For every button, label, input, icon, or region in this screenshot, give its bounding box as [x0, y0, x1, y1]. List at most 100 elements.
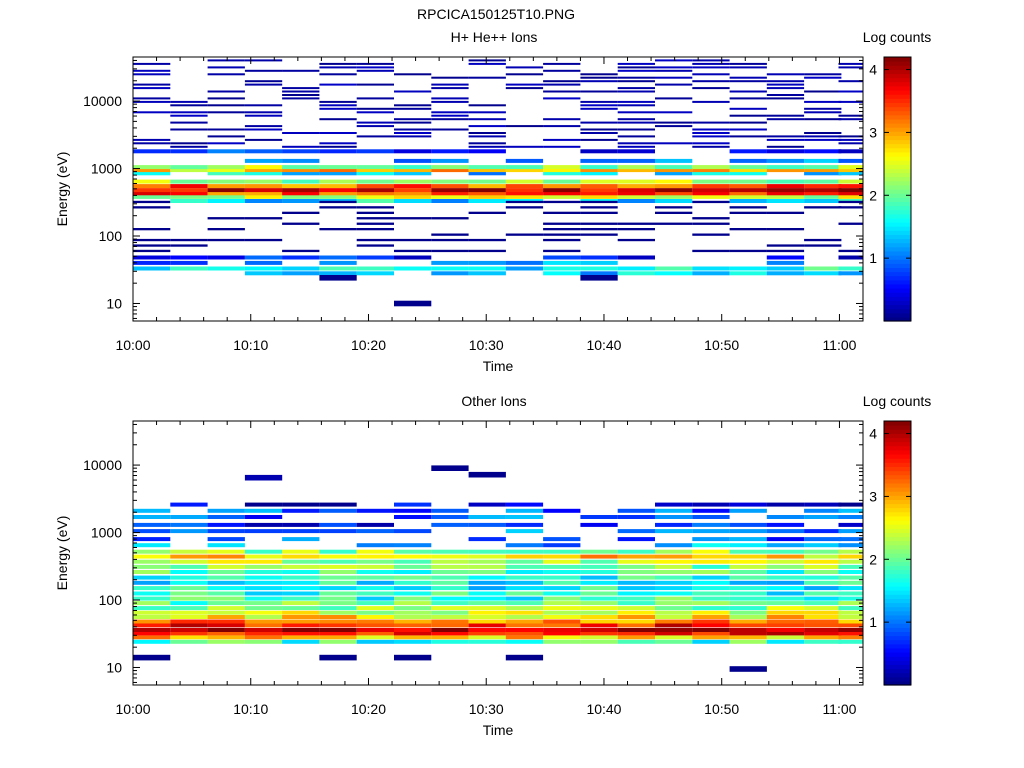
heatmap-cell — [692, 145, 730, 148]
x-tick-label: 10:40 — [586, 701, 621, 717]
heatmap-cell — [692, 132, 730, 134]
heatmap-cell — [170, 184, 208, 189]
heatmap-cell — [617, 118, 655, 121]
heatmap-cell — [133, 142, 171, 145]
heatmap-cell — [170, 168, 208, 173]
heatmap-cell — [505, 184, 544, 189]
heatmap-cell — [319, 586, 357, 591]
heatmap-cell — [692, 591, 730, 596]
heatmap-cell — [282, 619, 320, 624]
heatmap-cell — [729, 107, 767, 110]
heatmap-cell — [244, 601, 283, 606]
heatmap-cell — [804, 623, 842, 628]
heatmap-cell — [804, 76, 842, 79]
heatmap-cell — [282, 211, 320, 214]
heatmap-cell — [543, 211, 581, 214]
heatmap-cell — [468, 635, 506, 640]
heatmap-cell — [617, 228, 655, 231]
heatmap-cell — [133, 596, 171, 601]
heatmap-cell — [207, 184, 245, 189]
heatmap-cell — [766, 615, 805, 619]
heatmap-cell — [319, 654, 357, 661]
heatmap-cell — [543, 83, 581, 86]
heatmap-cell — [766, 570, 805, 574]
heatmap-cell — [543, 62, 581, 65]
x-tick-label: 10:30 — [469, 337, 504, 353]
heatmap-cell — [543, 606, 581, 611]
heatmap-cell — [319, 83, 357, 86]
heatmap-cell — [207, 591, 245, 596]
heatmap-cell — [244, 188, 283, 193]
heatmap-cell — [617, 149, 655, 154]
heatmap-cell — [468, 249, 506, 253]
heatmap-cell — [804, 628, 842, 632]
heatmap-cell — [766, 94, 805, 96]
heatmap-cell — [617, 168, 655, 173]
heatmap-cell — [431, 635, 469, 640]
heatmap-cell — [170, 149, 208, 154]
heatmap-cell — [468, 194, 506, 199]
colorbar-tick-label: 4 — [869, 426, 877, 442]
heatmap-cell — [543, 80, 581, 83]
colorbar-tick-label: 2 — [869, 187, 877, 203]
heatmap-cells — [133, 465, 863, 672]
heatmap-cell — [468, 591, 506, 596]
heatmap-cell — [244, 610, 283, 615]
heatmap-cell — [655, 179, 693, 184]
x-tick-label: 11:00 — [822, 337, 856, 353]
heatmap-cell — [729, 80, 767, 83]
heatmap-cell — [655, 121, 693, 124]
heatmap-cell — [468, 62, 506, 65]
heatmap-cell — [356, 211, 394, 214]
heatmap-cell — [617, 575, 655, 580]
heatmap-cell — [838, 564, 863, 569]
heatmap-cell — [170, 194, 208, 199]
heatmap-cell — [394, 179, 432, 184]
heatmap-cell — [244, 549, 283, 554]
heatmap-cell — [580, 194, 618, 199]
heatmap-cell — [207, 628, 245, 632]
colorbar-segment — [884, 524, 911, 529]
heatmap-cell — [543, 543, 581, 548]
heatmap-cell — [133, 165, 171, 170]
heatmap-cell — [692, 233, 730, 236]
heatmap-cell — [319, 132, 357, 134]
heatmap-cell — [729, 628, 767, 632]
heatmap-cell — [319, 66, 357, 69]
heatmap-cell — [617, 90, 655, 93]
heatmap-cell — [133, 615, 171, 619]
heatmap-cell — [505, 554, 544, 559]
heatmap-cell — [838, 165, 863, 170]
heatmap-cell — [133, 168, 171, 173]
heatmap-cell — [319, 145, 357, 148]
heatmap-cell — [170, 142, 208, 145]
heatmap-cell — [766, 549, 805, 554]
heatmap-cell — [543, 138, 581, 141]
heatmap-cell — [468, 104, 506, 107]
heatmap-cell — [505, 168, 544, 173]
heatmap-cell — [431, 465, 469, 471]
heatmap-cell — [170, 502, 208, 507]
heatmap-cell — [394, 165, 432, 170]
heatmap-cell — [319, 564, 357, 569]
heatmap-cell — [838, 179, 863, 184]
heatmap-cell — [729, 158, 767, 163]
heatmap-cell — [804, 639, 842, 644]
heatmap-cell — [729, 596, 767, 601]
colorbar-segment — [884, 474, 911, 480]
x-tick-label: 10:00 — [115, 337, 150, 353]
heatmap-cell — [319, 549, 357, 554]
heatmap-cell — [133, 194, 171, 199]
heatmap-cell — [468, 132, 506, 134]
heatmap-cell — [394, 628, 432, 632]
heatmap-cell — [282, 255, 320, 260]
heatmap-cell — [207, 168, 245, 173]
x-tick-label: 10:40 — [586, 337, 621, 353]
heatmap-cell — [356, 149, 394, 154]
heatmap-cell — [729, 537, 767, 542]
heatmap-cell — [804, 596, 842, 601]
colorbar-segment — [884, 664, 911, 670]
heatmap-cell — [431, 118, 469, 121]
heatmap-cell — [431, 199, 469, 203]
heatmap-cell — [543, 554, 581, 559]
